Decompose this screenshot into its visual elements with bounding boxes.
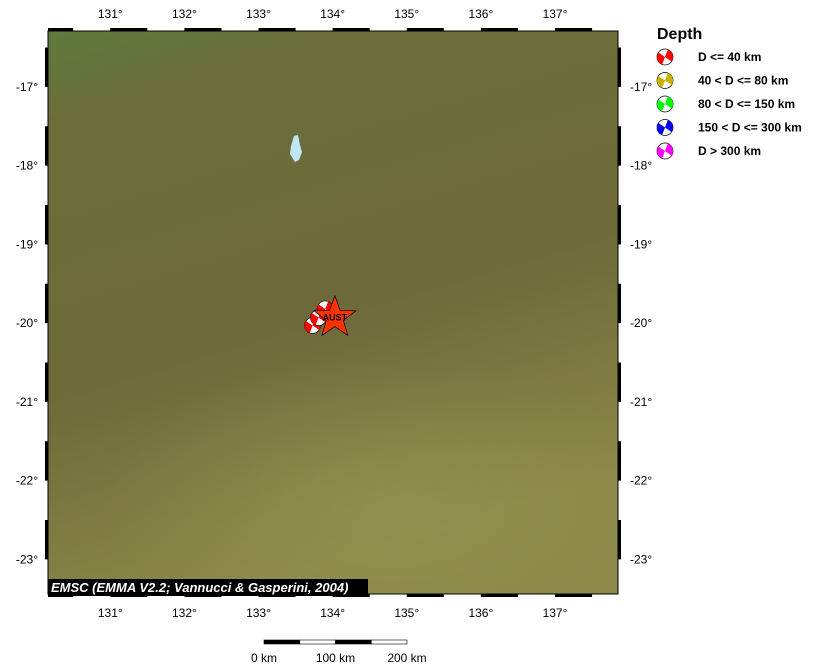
beachball-quadrant: [665, 143, 673, 156]
frame-segment: [45, 519, 48, 560]
legend-swatch[interactable]: [656, 142, 674, 160]
scale-segment: [370, 639, 408, 645]
beachball-quadrant: [657, 99, 665, 112]
latitude-label: -19°: [630, 237, 652, 251]
frame-segment: [45, 126, 48, 166]
longitude-label: 133°: [246, 606, 271, 620]
terrain-relief: [48, 300, 618, 594]
beachball-quadrant: [657, 75, 665, 88]
latitude-label: -18°: [16, 159, 38, 173]
latitude-label: -17°: [630, 80, 652, 94]
frame-segment: [618, 126, 621, 166]
legend-label: 40 < D <= 80 km: [698, 74, 788, 88]
latitude-label: -20°: [16, 316, 38, 330]
lake: [290, 135, 302, 162]
latitude-label: -21°: [16, 395, 38, 409]
scale-label: 200 km: [387, 651, 426, 665]
frame-segment: [45, 362, 48, 402]
scale-segment: [263, 639, 301, 645]
scale-label: 100 km: [316, 651, 355, 665]
credit-box: EMSC (EMMA V2.2; Vannucci & Gasperini, 2…: [48, 579, 368, 596]
longitude-label: 135°: [394, 7, 419, 21]
longitude-label: 132°: [172, 606, 197, 620]
latitude-label: -20°: [630, 316, 652, 330]
frame-segment: [618, 441, 621, 481]
credit-text: EMSC (EMMA V2.2; Vannucci & Gasperini, 2…: [51, 580, 348, 595]
frame-segment: [480, 28, 518, 31]
scale-segment: [299, 639, 336, 645]
legend-label: 80 < D <= 150 km: [698, 97, 795, 111]
beachball-quadrant: [665, 73, 673, 86]
latitude-label: -23°: [16, 552, 38, 566]
legend-swatch[interactable]: [656, 119, 674, 136]
frame-segment: [45, 205, 48, 245]
beachball-quadrant: [665, 96, 673, 109]
scale-segment: [335, 639, 372, 645]
longitude-label: 131°: [98, 606, 123, 620]
longitude-label: 137°: [543, 606, 568, 620]
star-icon: [312, 294, 357, 337]
frame-segment: [618, 205, 621, 245]
longitude-label: 137°: [543, 7, 568, 21]
latitude-label: -23°: [630, 552, 652, 566]
frame-segment: [184, 28, 222, 31]
latitude-label: -21°: [630, 395, 652, 409]
latitude-label: -19°: [16, 237, 38, 251]
frame-segment: [554, 28, 593, 31]
longitude-label: 136°: [468, 7, 493, 21]
frame-segment: [554, 594, 593, 597]
beachball-quadrant: [657, 122, 665, 135]
longitude-label: 134°: [320, 7, 345, 21]
map-frame: [45, 28, 621, 597]
beachball-quadrant: [657, 146, 665, 159]
frame-segment: [618, 283, 621, 324]
longitude-label: 134°: [320, 606, 345, 620]
legend-swatch[interactable]: [656, 95, 674, 113]
legend-label: 150 < D <= 300 km: [698, 121, 802, 135]
frame-segment: [406, 594, 444, 597]
latitude-label: -18°: [630, 159, 652, 173]
beachball-quadrant: [665, 49, 673, 62]
scale-label: 0 km: [251, 651, 277, 665]
frame-segment: [45, 47, 48, 87]
frame-segment: [332, 28, 370, 31]
frame-segment: [45, 441, 48, 481]
legend: Depth D <= 40 km 40 < D <= 80 km 80 < D <=…: [656, 26, 802, 160]
latitude-label: -17°: [16, 80, 38, 94]
latitude-label: -22°: [630, 474, 652, 488]
legend-swatch[interactable]: [656, 72, 674, 89]
legend-label: D > 300 km: [698, 144, 761, 158]
beachball-quadrant: [657, 52, 665, 65]
scale-bar: 0 km 100 km 200 km: [251, 639, 427, 665]
longitude-label: 133°: [246, 7, 271, 21]
beachball-quadrant: [304, 320, 313, 333]
longitude-label: 136°: [468, 606, 493, 620]
frame-segment: [618, 47, 621, 87]
frame-segment: [45, 283, 48, 324]
longitude-label: 132°: [172, 7, 197, 21]
longitude-label: 131°: [98, 7, 123, 21]
legend-swatch[interactable]: [656, 48, 674, 66]
frame-segment: [480, 594, 518, 597]
beachball-quadrant: [310, 313, 319, 326]
station-label: AUST: [323, 313, 348, 323]
latitude-label: -22°: [16, 474, 38, 488]
frame-segment: [618, 362, 621, 402]
frame-segment: [48, 28, 74, 31]
legend-title: Depth: [657, 26, 702, 43]
frame-segment: [406, 28, 444, 31]
frame-segment: [618, 519, 621, 560]
station-marker[interactable]: AUST: [312, 294, 357, 337]
frame-segment: [110, 28, 148, 31]
legend-label: D <= 40 km: [698, 50, 761, 64]
frame-segment: [258, 28, 296, 31]
beachball-quadrant: [665, 120, 673, 133]
longitude-label: 135°: [394, 606, 419, 620]
